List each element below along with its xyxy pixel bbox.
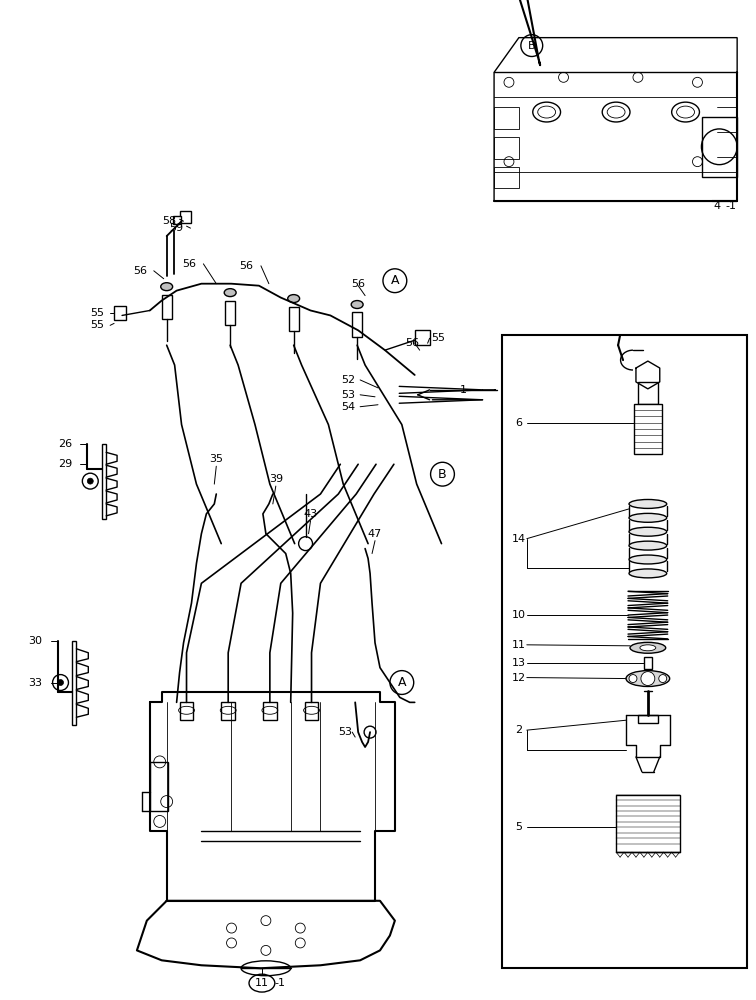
Text: 30: 30: [29, 636, 42, 646]
Bar: [494, 167, 519, 188]
Bar: [150, 762, 168, 811]
Text: 53: 53: [341, 390, 355, 400]
Text: 52: 52: [341, 375, 355, 385]
Ellipse shape: [640, 645, 655, 651]
Text: A: A: [391, 274, 399, 287]
Circle shape: [57, 680, 64, 685]
Bar: [352, 312, 362, 337]
Text: 55: 55: [432, 333, 445, 343]
Text: 1: 1: [460, 385, 466, 395]
Bar: [222, 702, 235, 720]
Bar: [114, 306, 126, 320]
Text: 13: 13: [512, 658, 526, 668]
Text: 5: 5: [516, 822, 522, 832]
Text: 35: 35: [209, 454, 223, 464]
Text: 14: 14: [512, 534, 526, 544]
Text: 4: 4: [714, 201, 721, 211]
Ellipse shape: [629, 569, 667, 578]
Ellipse shape: [629, 513, 667, 522]
Bar: [502, 335, 747, 968]
Ellipse shape: [629, 541, 667, 550]
Bar: [638, 715, 658, 723]
Bar: [494, 137, 519, 159]
Circle shape: [87, 478, 93, 484]
Bar: [494, 107, 519, 129]
Text: 59: 59: [169, 223, 184, 233]
Text: 2: 2: [516, 725, 522, 735]
Text: 56: 56: [351, 279, 365, 289]
Bar: [180, 211, 191, 223]
Ellipse shape: [629, 527, 667, 536]
Text: 26: 26: [58, 439, 73, 449]
Ellipse shape: [626, 671, 670, 686]
Text: -1: -1: [275, 978, 286, 988]
Bar: [616, 795, 680, 852]
Bar: [289, 307, 299, 331]
Text: 54: 54: [341, 402, 355, 412]
Ellipse shape: [629, 499, 667, 508]
Bar: [180, 702, 194, 720]
Text: 11: 11: [255, 978, 269, 988]
Text: B: B: [438, 468, 447, 481]
Polygon shape: [494, 38, 737, 201]
Text: 56: 56: [133, 266, 147, 276]
Text: 56: 56: [239, 261, 253, 271]
Text: 47: 47: [368, 529, 382, 539]
Bar: [102, 444, 106, 519]
Text: 6: 6: [516, 418, 522, 428]
Text: 56: 56: [404, 338, 419, 348]
Text: A: A: [398, 676, 406, 689]
Bar: [634, 404, 662, 454]
Bar: [305, 702, 318, 720]
Text: -1: -1: [725, 201, 736, 211]
Bar: [638, 382, 658, 404]
Text: 10: 10: [512, 610, 526, 620]
Bar: [415, 330, 429, 345]
Text: 33: 33: [29, 678, 42, 688]
Circle shape: [658, 675, 667, 683]
Bar: [162, 295, 172, 319]
Bar: [263, 702, 277, 720]
Text: 55: 55: [90, 320, 104, 330]
Ellipse shape: [630, 642, 666, 653]
Text: 39: 39: [268, 474, 283, 484]
Text: 11: 11: [512, 640, 526, 650]
Text: 56: 56: [182, 259, 197, 269]
Bar: [73, 641, 76, 725]
Ellipse shape: [225, 289, 236, 297]
Ellipse shape: [629, 555, 667, 564]
Text: 53: 53: [338, 727, 352, 737]
Text: 29: 29: [58, 459, 73, 469]
Text: 58: 58: [163, 216, 177, 226]
Bar: [225, 301, 235, 325]
Text: 43: 43: [303, 509, 318, 519]
Text: 55: 55: [90, 308, 104, 318]
Bar: [702, 117, 737, 177]
Text: B: B: [528, 41, 535, 51]
Bar: [172, 216, 181, 224]
Bar: [644, 657, 652, 669]
Ellipse shape: [161, 283, 172, 291]
Text: 12: 12: [512, 673, 526, 683]
Circle shape: [629, 675, 637, 683]
Ellipse shape: [352, 301, 363, 308]
Circle shape: [641, 672, 655, 685]
Ellipse shape: [288, 295, 299, 303]
